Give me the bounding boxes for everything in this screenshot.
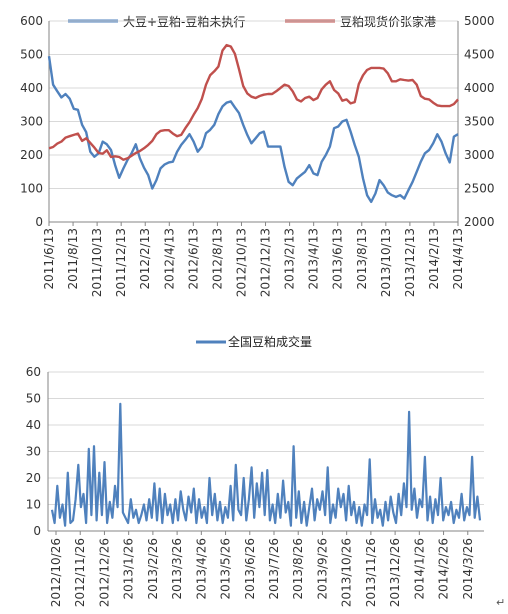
paragraph-mark: ↵	[496, 596, 505, 609]
y-left-tick-label: 100	[20, 182, 43, 196]
x-tick-label: 2012/10/26	[49, 538, 63, 607]
series-line-volume	[50, 402, 482, 527]
y-right-tick-label: 4500	[464, 48, 495, 62]
x-tick-label: 2011/12/13	[114, 228, 128, 297]
x-tick-label: 2013/4/13	[307, 228, 321, 290]
x-tick-label: 2014/2/26	[437, 538, 451, 600]
x-tick-label: 2012/10/13	[234, 228, 248, 297]
y-left-tick-label: 0	[35, 215, 43, 229]
series-line-price	[48, 43, 459, 161]
y-right-tick-label: 3000	[464, 148, 495, 162]
y-right-tick-label: 5000	[464, 14, 495, 28]
x-tick-label: 2013/6/26	[243, 538, 257, 600]
y-left-tick-label: 300	[20, 115, 43, 129]
y-right-tick-label: 4000	[464, 81, 495, 95]
y-right-tick-label: 2000	[464, 215, 495, 229]
y-left-tick-label: 600	[20, 14, 43, 28]
x-tick-label: 2014/1/26	[412, 538, 426, 600]
x-tick-label: 2012/12/26	[97, 538, 111, 607]
x-tick-label: 2012/2/13	[138, 228, 152, 290]
x-tick-label: 2013/8/26	[291, 538, 305, 600]
x-tick-label: 2012/4/13	[162, 228, 176, 290]
y-left-tick-label: 500	[20, 48, 43, 62]
x-tick-label: 2014/2/13	[427, 228, 441, 290]
top-chart-plot: 0 100 200 300 400 500 600 2000 2500 3000 3500 4000 4…	[20, 14, 494, 297]
y-right-tick-label: 3500	[464, 115, 495, 129]
bottom-chart-title: 全国豆粕成交量	[228, 334, 312, 349]
x-tick-label: 2013/12/26	[388, 538, 402, 607]
bottom-chart-plot: 0 10 20 30 40 50 60 2012/10/26 2012/11/26 2012/12…	[26, 340, 484, 607]
x-tick-label: 2013/6/13	[331, 228, 345, 290]
x-tick-label: 2014/4/13	[451, 228, 465, 290]
y-tick-label: 40	[26, 418, 41, 432]
x-tick-label: 2013/9/26	[315, 538, 329, 600]
x-tick-label: 2013/10/13	[379, 228, 393, 297]
x-tick-label: 2013/12/13	[403, 228, 417, 297]
x-tick-label: 2013/2/26	[146, 538, 160, 600]
x-tick-label: 2013/3/26	[170, 538, 184, 600]
x-tick-label: 2012/8/13	[210, 228, 224, 290]
x-tick-label: 2012/11/26	[73, 538, 87, 607]
x-tick-label: 2012/6/13	[186, 228, 200, 290]
x-tick-label: 2013/2/13	[283, 228, 297, 290]
x-tick-label: 2014/3/26	[461, 538, 475, 600]
y-tick-label: 50	[26, 392, 41, 406]
y-left-tick-label: 200	[20, 148, 43, 162]
x-tick-label: 2011/10/13	[90, 228, 104, 297]
y-tick-label: 30	[26, 445, 41, 459]
x-tick-label: 2013/8/13	[355, 228, 369, 290]
y-tick-label: 0	[33, 524, 41, 538]
y-left-tick-label: 400	[20, 81, 43, 95]
series-line-soybean	[47, 56, 459, 204]
y-tick-label: 10	[26, 498, 41, 512]
x-tick-label: 2013/10/26	[340, 538, 354, 607]
y-right-tick-label: 2500	[464, 182, 495, 196]
x-tick-label: 2013/4/26	[194, 538, 208, 600]
x-tick-label: 2013/5/26	[219, 538, 233, 600]
x-tick-label: 2013/11/26	[364, 538, 378, 607]
y-tick-label: 60	[26, 365, 41, 379]
x-tick-label: 2011/8/13	[66, 228, 80, 290]
x-tick-label: 2013/7/26	[267, 538, 281, 600]
y-tick-label: 20	[26, 471, 41, 485]
x-tick-label: 2013/1/26	[122, 538, 136, 600]
x-tick-label: 2011/6/13	[42, 228, 56, 290]
x-tick-label: 2012/12/13	[259, 228, 273, 297]
